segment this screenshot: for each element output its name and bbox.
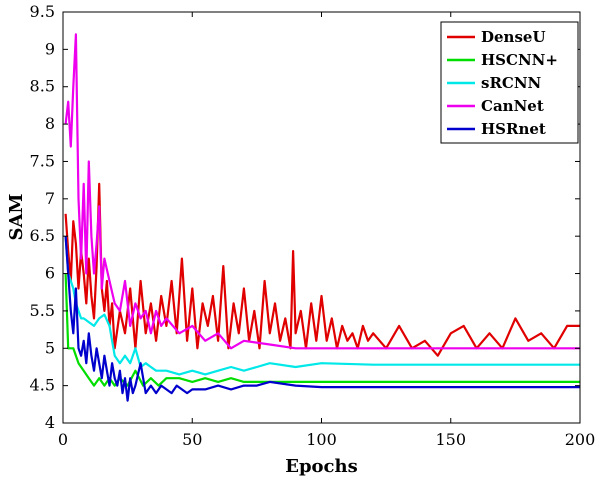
x-tick-label: 50 (182, 430, 202, 449)
x-axis-title: Epochs (285, 456, 358, 477)
y-tick-label: 4.5 (30, 376, 55, 395)
x-tick-label: 0 (58, 430, 68, 449)
series-line-cannet (64, 33, 580, 350)
y-tick-label: 6.5 (30, 226, 55, 245)
y-axis-title: SAM (6, 193, 27, 240)
x-tick-label: 200 (565, 430, 596, 449)
legend-label-denseu: DenseU (481, 28, 546, 46)
legend-label-hscnn: HSCNN+ (481, 51, 558, 69)
x-tick-label: 150 (435, 430, 466, 449)
y-tick-label: 5 (45, 338, 55, 357)
y-tick-label: 5.5 (30, 301, 55, 320)
y-tick-label: 9.5 (30, 2, 55, 21)
legend-label-hsrnet: HSRnet (481, 120, 546, 138)
x-tick-label: 100 (306, 430, 337, 449)
y-tick-label: 8 (45, 114, 55, 133)
series-line-hscnn (64, 273, 580, 387)
legend-label-srcnn: sRCNN (481, 74, 542, 92)
y-tick-label: 6 (45, 264, 55, 283)
y-tick-label: 8.5 (30, 77, 55, 96)
y-tick-label: 9 (45, 39, 55, 58)
ticks-layer: 0 50 100 150 200 4 4.5 5 5.5 6 6.5 7 7.5 8 8.5 9 9.5 (30, 2, 596, 449)
series-line-hsrnet (64, 236, 580, 402)
y-tick-label: 7 (45, 189, 55, 208)
y-tick-label: 4 (45, 413, 55, 432)
y-tick-label: 7.5 (30, 151, 55, 170)
series-layer (64, 33, 580, 402)
series-line-denseu (64, 182, 580, 357)
series-line-srcnn (64, 236, 580, 376)
legend: DenseU HSCNN+ sRCNN CanNet HSRnet (440, 21, 579, 144)
legend-label-cannet: CanNet (481, 97, 544, 115)
